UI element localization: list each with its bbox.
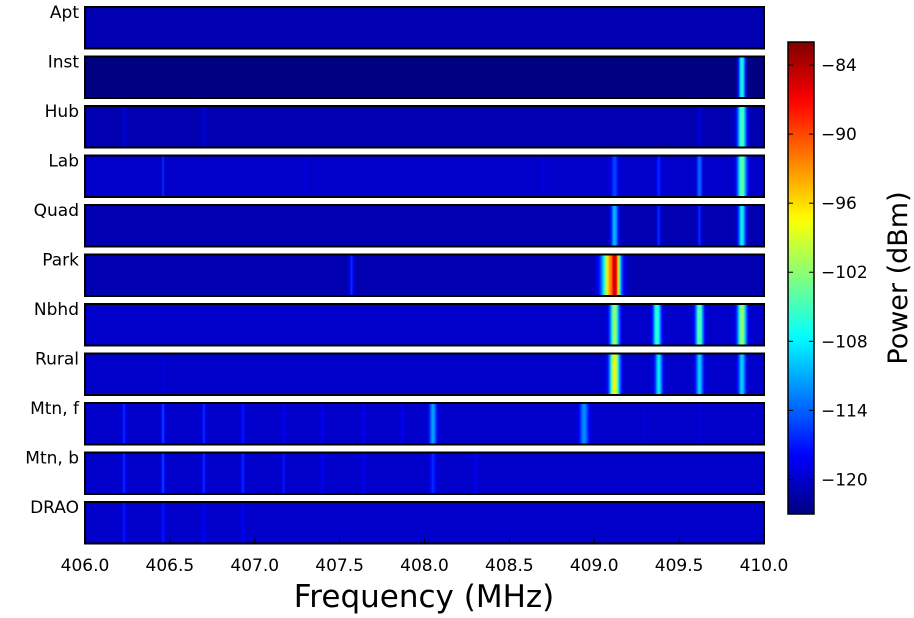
heatmap-row-lab <box>85 156 764 198</box>
colorbar-tick-label: −90 <box>821 125 857 145</box>
row-label: Mtn, b <box>25 449 79 469</box>
colorbar-tick-label: −114 <box>821 401 868 421</box>
heatmap-row-drao <box>85 502 764 544</box>
heatmap-panels <box>85 7 764 544</box>
heatmap-row-apt <box>85 7 764 49</box>
heatmap-row-park <box>85 255 764 297</box>
x-tick-label: 407.0 <box>230 556 279 576</box>
colorbar-tick-label: −102 <box>821 263 868 283</box>
row-labels: Apt Inst Hub Lab Quad Park Nbhd Rural Mtn, f Mtn,… <box>25 3 80 518</box>
row-label: Park <box>42 251 79 271</box>
x-tick-label: 406.0 <box>61 556 110 576</box>
x-tick-label: 408.5 <box>485 556 534 576</box>
row-label: Inst <box>48 53 80 73</box>
colorbar-tick-label: −120 <box>821 470 868 490</box>
row-label: Rural <box>35 350 79 370</box>
x-tick-label: 406.5 <box>146 556 195 576</box>
heatmap-row-rural <box>85 354 764 396</box>
colorbar-gradient <box>788 42 814 514</box>
heatmap-row-inst <box>85 57 764 99</box>
row-label: DRAO <box>30 498 79 518</box>
heatmap-row-hub <box>85 106 764 148</box>
colorbar-tick-label: −96 <box>821 194 857 214</box>
x-tick-label: 409.0 <box>570 556 619 576</box>
colorbar-label: Power (dBm) <box>883 191 914 364</box>
x-tick-label: 410.0 <box>740 556 789 576</box>
row-label: Apt <box>50 3 79 23</box>
colorbar: −84 −90 −96 −102 −108 −114 −120 <box>788 42 868 514</box>
colorbar-tick-label: −84 <box>821 56 857 76</box>
x-tick-label: 407.5 <box>315 556 364 576</box>
row-label: Quad <box>34 201 79 221</box>
row-label: Hub <box>45 102 79 122</box>
row-label: Nbhd <box>34 300 79 320</box>
row-label: Mtn, f <box>30 399 80 419</box>
x-tick-label: 409.5 <box>655 556 704 576</box>
x-tick-label: 408.0 <box>400 556 449 576</box>
row-label: Lab <box>48 152 79 172</box>
heatmap-row-mtn-f <box>85 403 764 445</box>
x-axis-label: Frequency (MHz) <box>294 579 555 615</box>
heatmap-row-nbhd <box>85 304 764 346</box>
colorbar-tick-label: −108 <box>821 332 868 352</box>
heatmap-row-mtn-b <box>85 453 764 495</box>
heatmap-row-quad <box>85 205 764 247</box>
